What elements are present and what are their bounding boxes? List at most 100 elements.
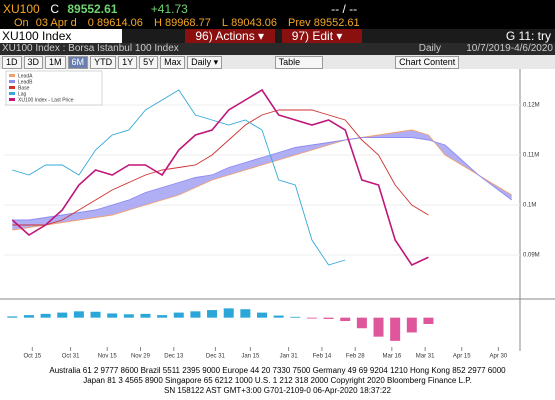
legend-label: LeadA xyxy=(18,73,33,79)
legend-swatch xyxy=(9,74,15,77)
macd-bar xyxy=(323,317,334,319)
y-tick-label: 0.11M xyxy=(523,153,539,159)
x-tick-label: Oct 31 xyxy=(62,354,80,360)
ticker: XU100 xyxy=(3,2,40,16)
series-line xyxy=(12,129,512,231)
macd-bar xyxy=(173,312,184,318)
last-label: C xyxy=(50,2,60,16)
prev-label: Prev xyxy=(288,17,311,29)
x-tick-label: Jan 15 xyxy=(241,354,260,360)
ohlc-bar: On 03 Apr d 0 89614.06 H 89968.77 L 8904… xyxy=(0,17,555,29)
legend-label: Lag xyxy=(18,91,27,97)
low-label: L xyxy=(221,17,229,29)
legend-swatch xyxy=(9,80,15,83)
x-tick-label: Mar 16 xyxy=(382,354,401,360)
macd-bar xyxy=(273,315,284,318)
high: 89968.77 xyxy=(164,17,211,29)
chart: 0.09M 0.1M 0.11M 0.12M Oct 15 Oct 31 Nov 15 Nov… xyxy=(0,69,555,365)
y-tick-label: 0.1M xyxy=(523,203,536,209)
last: 89552.61 xyxy=(67,2,118,16)
legend-swatch xyxy=(9,92,15,95)
macd-bar xyxy=(223,308,234,318)
macd-bar xyxy=(356,317,367,329)
cloud-fill xyxy=(12,130,512,230)
x-tick-label: Nov 15 xyxy=(98,354,118,360)
footer: Australia 61 2 9777 8600 Brazil 5511 239… xyxy=(0,365,555,400)
macd-bar xyxy=(390,317,401,341)
period-button[interactable]: 5Y xyxy=(139,56,159,69)
x-tick-label: Dec 31 xyxy=(206,354,226,360)
frequency: Daily xyxy=(418,43,441,54)
macd-bar xyxy=(23,315,34,318)
macd-bar xyxy=(140,313,151,318)
open-label: 0 xyxy=(87,17,94,29)
macd-bar xyxy=(157,315,168,318)
range: -- / -- xyxy=(331,2,358,16)
period-button[interactable]: 6M xyxy=(67,56,89,69)
macd-bar xyxy=(406,317,417,333)
footer-line: SN 158122 AST GMT+3:00 G701-2109-0 06-Ap… xyxy=(164,386,391,395)
x-tick-label: Feb 28 xyxy=(346,354,365,360)
x-tick-label: Jan 31 xyxy=(280,354,299,360)
footer-line: Australia 61 2 9777 8600 Brazil 5511 239… xyxy=(49,366,506,375)
period-button[interactable]: Max xyxy=(160,56,186,69)
legend-label: Base xyxy=(18,85,30,91)
macd-bar xyxy=(207,310,218,318)
x-tick-label: Nov 29 xyxy=(131,354,151,360)
low: 89043.06 xyxy=(231,17,277,29)
macd-bar xyxy=(57,312,68,318)
series-line xyxy=(12,89,346,266)
date: 03 Apr d xyxy=(35,17,77,29)
quote-bar: XU100 C 89552.61 +41.73 -- / -- xyxy=(0,0,555,18)
button-bar: 1D 3D 1M 6M YTD 1Y 5Y Max Daily ▾ Table Chart Co… xyxy=(0,55,555,69)
macd-bar xyxy=(107,313,118,318)
footer-line: Japan 81 3 4565 8900 Singapore 65 6212 1… xyxy=(83,376,472,385)
period-button[interactable]: 1D xyxy=(2,56,22,69)
table-button[interactable]: Table xyxy=(274,56,323,69)
date-range: 10/7/2019-4/6/2020 xyxy=(466,43,553,54)
period-button[interactable]: 1Y xyxy=(118,56,138,69)
open: 89614.06 xyxy=(96,17,143,29)
actions-menu[interactable]: 96) Actions ▾ xyxy=(185,29,276,43)
period-button[interactable]: YTD xyxy=(90,56,117,69)
series-line xyxy=(12,109,429,226)
y-tick-label: 0.09M xyxy=(523,253,540,259)
x-tick-label: Apr 30 xyxy=(490,354,508,360)
period-button[interactable]: 3D xyxy=(23,56,44,69)
macd-bar xyxy=(340,317,351,322)
macd-bar xyxy=(257,312,267,318)
subheader: XU100 Index : Borsa Istanbul 100 Index D… xyxy=(0,43,555,55)
macd-bar xyxy=(40,313,51,318)
security-field[interactable]: XU100 Index xyxy=(0,29,122,43)
legend-label: XU100 Index - Last Price xyxy=(18,97,74,103)
prev: 89552.61 xyxy=(313,17,360,29)
macd-bar xyxy=(306,317,317,319)
series-line xyxy=(11,88,429,267)
x-tick-label: Feb 14 xyxy=(313,354,332,360)
on-label: On xyxy=(14,17,29,29)
x-tick-label: Apr 15 xyxy=(453,354,471,360)
x-tick-label: Dec 13 xyxy=(164,354,184,360)
period-button[interactable]: 1M xyxy=(45,56,66,69)
macd-bar xyxy=(423,317,434,324)
x-tick-label: Oct 15 xyxy=(23,354,41,360)
series-line xyxy=(12,137,512,221)
legend-swatch xyxy=(9,98,15,101)
edit-menu[interactable]: 97) Edit ▾ xyxy=(281,29,362,43)
x-tick-label: Mar 31 xyxy=(416,354,435,360)
legend-label: LeadB xyxy=(18,79,33,85)
macd-bar xyxy=(73,311,84,318)
chart-content-button[interactable]: Chart Content xyxy=(395,56,460,69)
period-button[interactable]: Daily ▾ xyxy=(187,56,223,69)
macd-bar xyxy=(7,316,18,318)
macd-bar xyxy=(240,309,251,318)
macd-bar xyxy=(290,316,301,318)
toolbar: XU100 Index 96) Actions ▾ 97) Edit ▾ G 1… xyxy=(0,29,555,43)
y-tick-label: 0.12M xyxy=(523,103,540,109)
legend-box xyxy=(5,70,103,106)
security-name: XU100 Index : Borsa Istanbul 100 Index xyxy=(2,43,179,54)
macd-bar xyxy=(123,314,134,318)
change: +41.73 xyxy=(150,2,188,16)
